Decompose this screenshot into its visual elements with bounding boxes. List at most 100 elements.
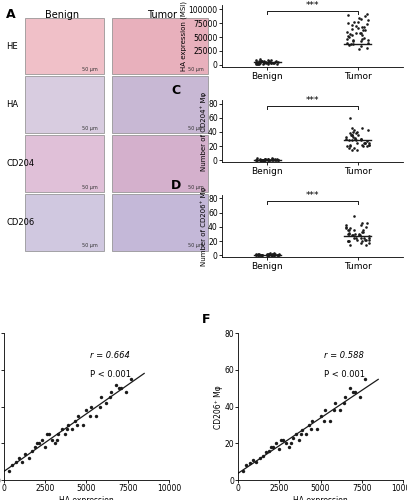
Point [271,156,278,164]
Point [253,252,259,260]
Text: HE: HE [6,42,18,50]
Point [83,406,90,414]
FancyBboxPatch shape [25,18,104,74]
Point [359,220,365,228]
Point [265,56,271,64]
Text: ***: *** [306,192,319,200]
Point [357,136,364,144]
Point [358,28,364,36]
Text: D: D [171,179,182,192]
Point [309,418,315,426]
Y-axis label: HA expression (MSI): HA expression (MSI) [181,1,187,71]
Point [349,232,355,239]
Point [353,128,360,136]
Point [269,250,276,258]
Point [254,250,261,258]
Point [349,25,355,33]
Point [352,134,359,141]
Point [361,236,368,244]
Point [265,252,271,260]
Point [265,156,271,164]
Text: 50 μm: 50 μm [82,67,98,72]
Point [270,250,276,258]
Point [35,440,42,448]
Point [327,418,334,426]
Point [265,156,271,164]
Point [252,156,259,164]
Point [258,156,264,164]
Point [330,406,337,414]
Point [348,132,354,140]
Point [365,36,372,44]
Point [19,458,26,466]
Point [256,155,263,163]
Y-axis label: CD206⁺ Mφ: CD206⁺ Mφ [214,385,223,428]
Text: CD206: CD206 [6,218,35,227]
Point [348,124,355,132]
Point [257,55,263,63]
Point [268,443,274,451]
Point [270,250,277,258]
Point [358,238,364,246]
Point [364,10,370,18]
Point [354,18,361,26]
Point [265,250,271,258]
Point [254,250,261,258]
Point [345,230,352,238]
Point [39,436,45,444]
Point [362,26,368,34]
Point [343,223,350,231]
Point [362,138,368,146]
Point [256,250,263,258]
Point [354,24,361,32]
Point [344,237,351,245]
Point [87,412,93,420]
Point [259,252,266,260]
Point [267,58,274,66]
Point [278,436,284,444]
Point [317,412,324,420]
Point [359,26,366,34]
Point [351,212,358,220]
Point [350,37,357,45]
Point [356,45,362,53]
Point [269,250,275,258]
Point [259,252,265,260]
Point [276,250,282,258]
Point [265,250,271,258]
Point [255,59,262,67]
Text: F: F [202,313,210,326]
Point [358,135,364,143]
Point [359,140,365,148]
Point [264,60,271,68]
Point [360,228,366,236]
Point [273,57,279,65]
Point [364,44,370,52]
Point [348,40,354,48]
Point [357,29,363,37]
Point [352,29,359,37]
Point [54,436,60,444]
Point [346,230,352,238]
Point [265,155,271,163]
Point [346,114,353,122]
Point [256,250,263,258]
Point [351,144,357,152]
Point [42,443,48,451]
Point [275,156,281,164]
Point [346,144,353,152]
FancyBboxPatch shape [112,135,208,192]
Point [344,226,351,234]
Point [12,458,19,466]
Point [260,156,267,164]
Point [282,440,289,448]
Point [358,234,364,241]
Point [254,58,261,66]
Point [346,237,352,245]
Point [254,60,261,68]
Point [351,18,358,25]
Text: r = 0.664: r = 0.664 [90,351,130,360]
Point [350,226,357,234]
Point [356,232,362,239]
Point [253,156,260,164]
